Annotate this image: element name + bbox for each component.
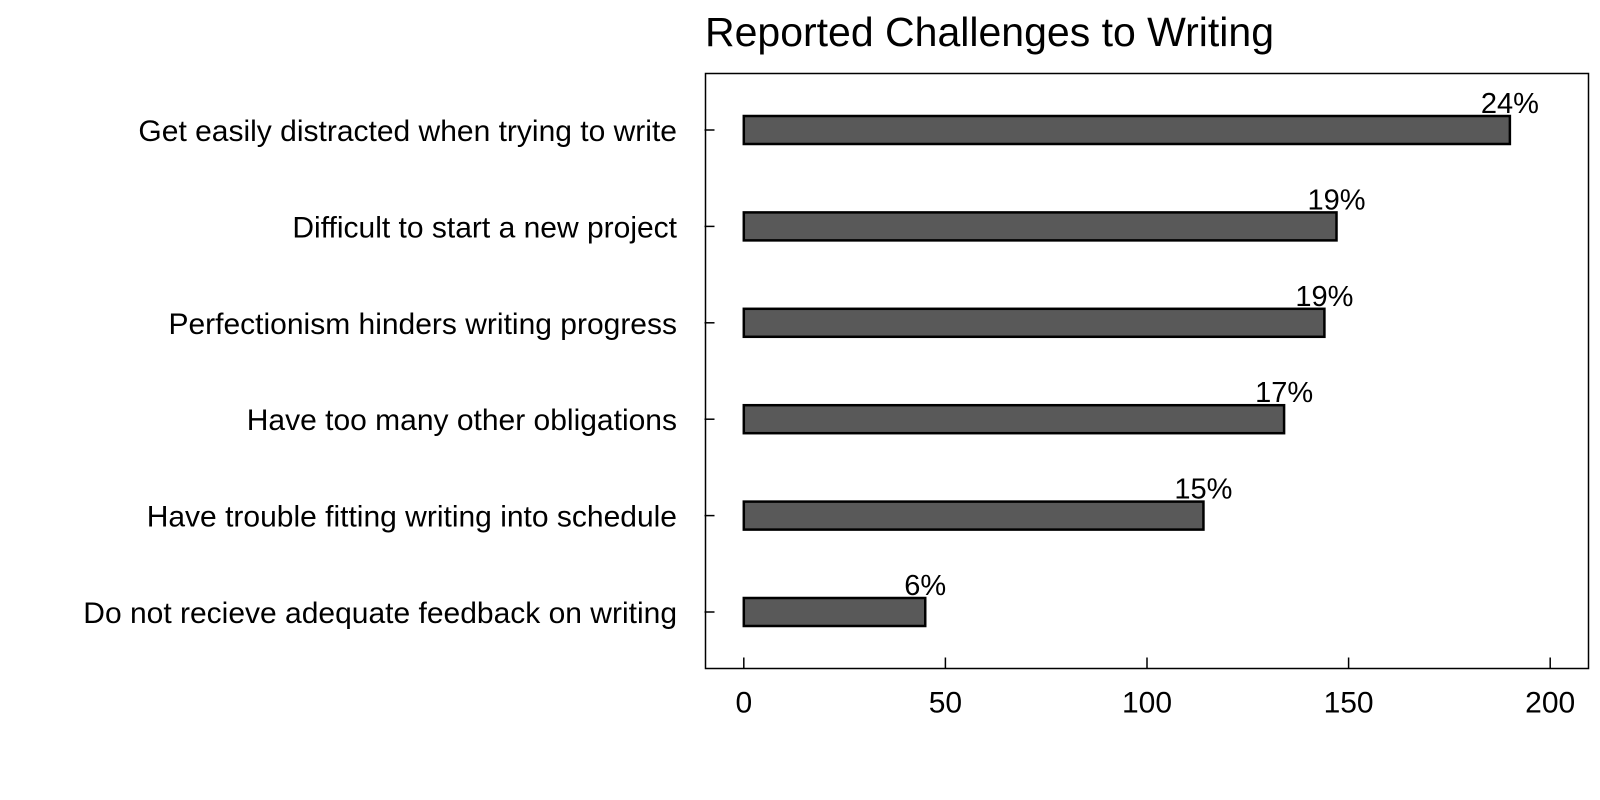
bar	[742, 114, 1512, 146]
bar	[742, 307, 1326, 339]
bar	[742, 211, 1338, 242]
data-label: 6%	[904, 570, 946, 602]
bar	[742, 403, 1286, 435]
x-tick-label: 200	[1525, 687, 1575, 720]
chart-title: Reported Challenges to Writing	[705, 9, 1274, 55]
x-tick-label: 150	[1324, 687, 1374, 720]
category-label: Have trouble fitting writing into schedu…	[147, 501, 677, 534]
category-label: Perfectionism hinders writing progress	[168, 308, 677, 341]
data-label: 19%	[1307, 184, 1365, 216]
category-labels: Get easily distracted when trying to wri…	[83, 115, 677, 630]
x-tick-label: 0	[735, 687, 752, 720]
bars-layer	[704, 114, 1512, 628]
x-tick-label: 100	[1122, 687, 1172, 720]
data-label: 24%	[1481, 88, 1539, 120]
category-label: Difficult to start a new project	[292, 211, 677, 244]
data-label: 15%	[1174, 474, 1232, 506]
plot-frame	[704, 72, 1590, 670]
bar	[742, 596, 927, 628]
category-label: Get easily distracted when trying to wri…	[138, 115, 677, 148]
category-label: Have too many other obligations	[247, 404, 677, 437]
data-label: 17%	[1255, 377, 1313, 409]
data-labels: 24% 19% 19% 17% 15% 6%	[904, 88, 1539, 602]
data-label: 19%	[1295, 281, 1353, 313]
bar	[742, 500, 1205, 531]
x-tick-label: 50	[929, 687, 962, 720]
x-axis: 0 50 100 150 200	[735, 657, 1575, 720]
category-label: Do not recieve adequate feedback on writ…	[83, 597, 677, 630]
